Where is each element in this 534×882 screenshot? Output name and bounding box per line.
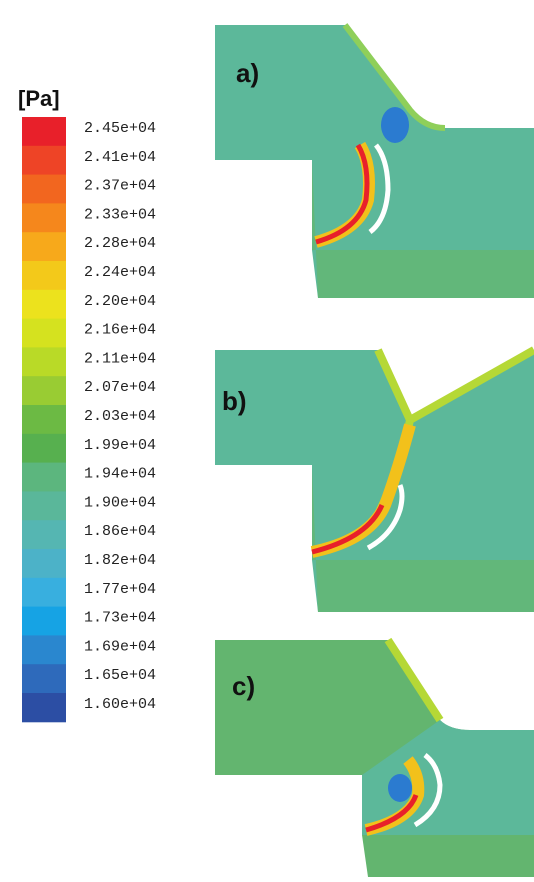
colorbar-label: 2.03e+04 <box>84 408 156 425</box>
panel-a: a) <box>215 23 534 298</box>
panel-label: c) <box>232 671 255 701</box>
colorbar-label: 2.28e+04 <box>84 235 156 252</box>
colorbar-segment <box>22 577 66 608</box>
colorbar-label: 2.20e+04 <box>84 293 156 310</box>
colorbar-label: 1.90e+04 <box>84 494 156 511</box>
legend-title: [Pa] <box>18 86 60 111</box>
panel-label: b) <box>222 386 247 416</box>
colorbar-label: 1.73e+04 <box>84 610 156 627</box>
colorbar-label: 1.60e+04 <box>84 696 156 713</box>
colorbar-segment <box>22 261 66 291</box>
colorbar-label: 1.99e+04 <box>84 437 156 454</box>
colorbar-segment <box>22 117 66 147</box>
colorbar-segment <box>22 318 66 348</box>
colorbar-label: 1.94e+04 <box>84 466 156 483</box>
colorbar-label: 1.86e+04 <box>84 523 156 540</box>
colorbar-label: 2.33e+04 <box>84 206 156 223</box>
colorbar-segment <box>22 174 66 204</box>
colorbar-segment <box>22 232 66 262</box>
colorbar-segment <box>22 664 66 694</box>
colorbar-label: 1.82e+04 <box>84 552 156 569</box>
colorbar-segment <box>22 549 66 579</box>
colorbar-segment <box>22 433 66 464</box>
colorbar-segment <box>22 520 66 550</box>
colorbar-segment <box>22 462 66 492</box>
colorbar-segment <box>22 376 66 406</box>
colorbar-segment <box>22 635 66 665</box>
colorbar-segment <box>22 145 66 176</box>
panel-label: a) <box>236 58 259 88</box>
colorbar-label: 2.16e+04 <box>84 322 156 339</box>
colorbar-segment <box>22 203 66 233</box>
colorbar-label: 2.45e+04 <box>84 120 156 137</box>
colorbar-label: 1.65e+04 <box>84 667 156 684</box>
colorbar-segment <box>22 289 66 320</box>
colorbar-label: 2.24e+04 <box>84 264 156 281</box>
colorbar-segment <box>22 405 66 435</box>
colorbar-label: 2.11e+04 <box>84 350 156 367</box>
colorbar-label: 2.07e+04 <box>84 379 156 396</box>
panel-b: b) <box>215 346 534 612</box>
colorbar-segment <box>22 693 66 723</box>
colorbar-segment <box>22 606 66 636</box>
colorbar-label: 1.77e+04 <box>84 581 156 598</box>
colorbar-label: 1.69e+04 <box>84 638 156 655</box>
colorbar-label: 2.37e+04 <box>84 178 156 195</box>
panel-c: c) <box>215 637 534 877</box>
colorbar-label: 2.41e+04 <box>84 149 156 166</box>
colorbar-segment <box>22 491 66 521</box>
colorbar-segment <box>22 347 66 377</box>
